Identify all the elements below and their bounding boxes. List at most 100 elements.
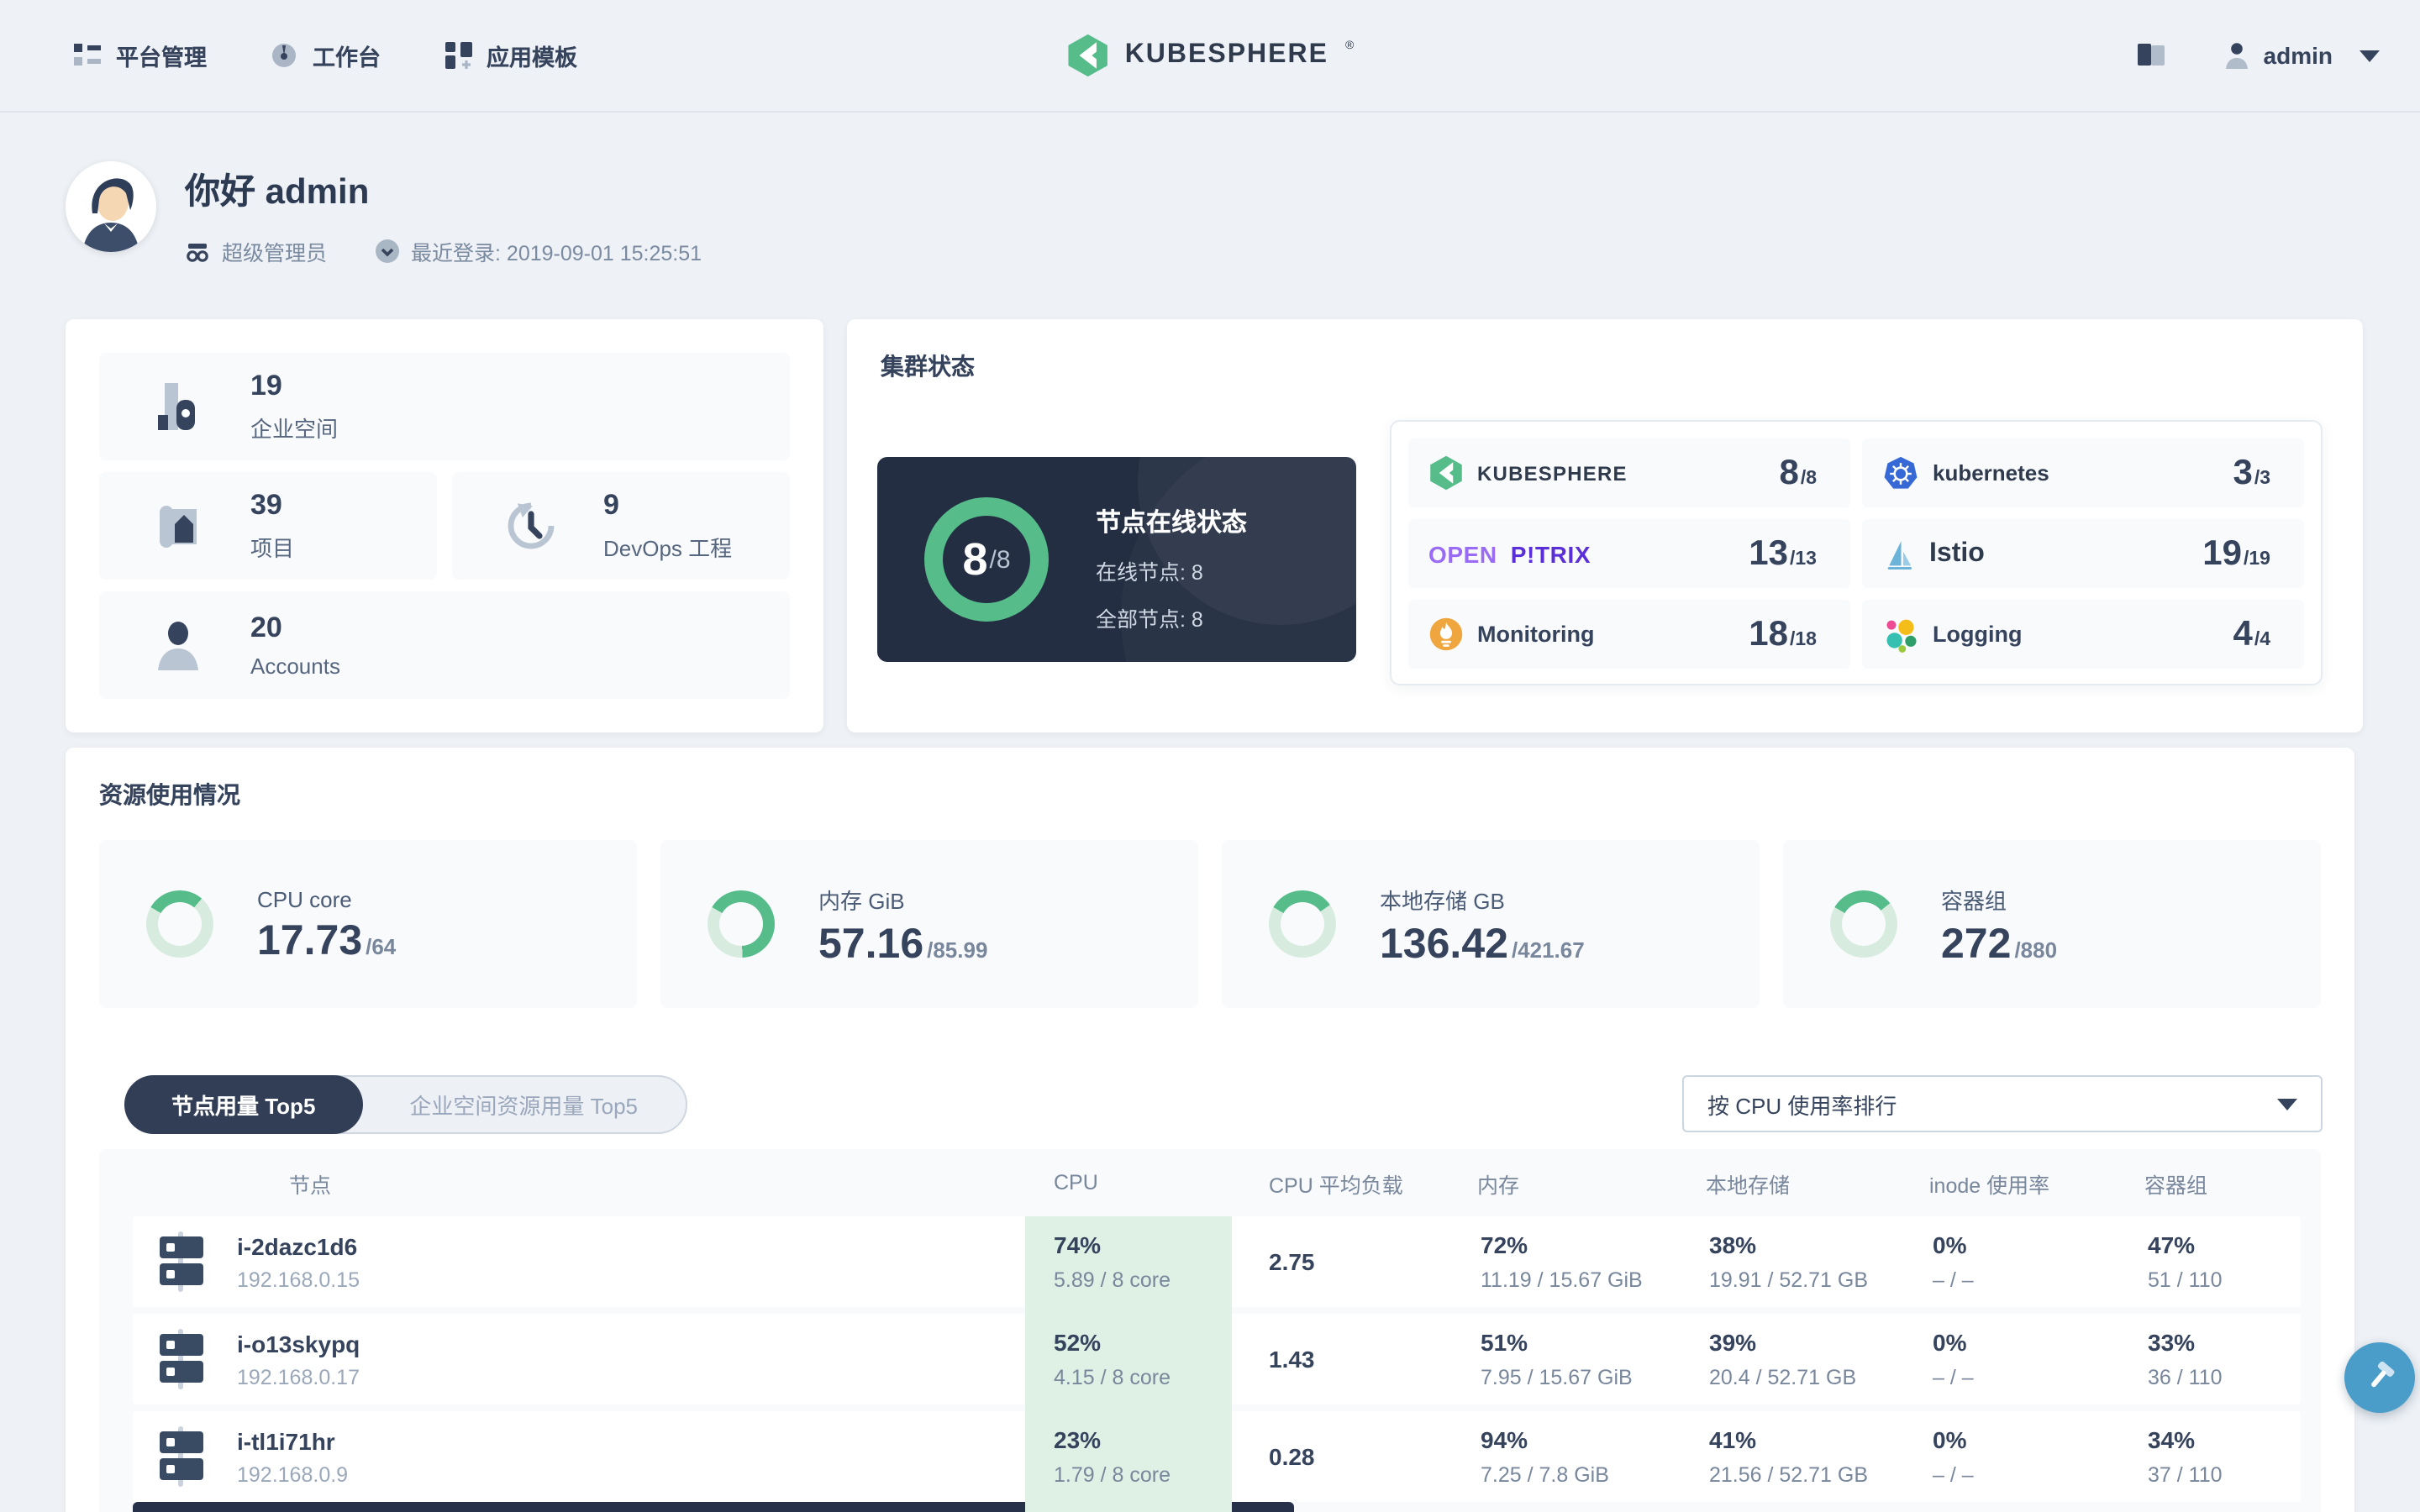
component-value: 3 bbox=[2233, 453, 2253, 491]
resource-used: 57.16 bbox=[818, 920, 924, 967]
stat-projects[interactable]: 39 项目 bbox=[99, 472, 437, 580]
toolbox-fab-button[interactable] bbox=[2344, 1342, 2415, 1413]
component-total: /4 bbox=[2254, 629, 2270, 649]
resource-memory[interactable]: 内存 GiB 57.16/85.99 bbox=[660, 840, 1198, 1008]
component-total: /3 bbox=[2254, 468, 2270, 488]
component-monitoring[interactable]: Monitoring 18/18 bbox=[1408, 600, 1850, 669]
disk-detail: 21.56 / 52.71 GB bbox=[1709, 1463, 1869, 1487]
disk-percent: 41% bbox=[1709, 1426, 1757, 1453]
nav-label: 平台管理 bbox=[116, 45, 207, 71]
accounts-icon bbox=[150, 617, 207, 674]
component-kubesphere[interactable]: KUBESPHERE 8/8 bbox=[1408, 438, 1850, 507]
col-disk: 本地存储 bbox=[1706, 1173, 1791, 1197]
component-value: 4 bbox=[2233, 614, 2253, 653]
nav-app-templates[interactable]: 应用模板 bbox=[445, 39, 577, 72]
cpu-detail: 4.15 / 8 core bbox=[1054, 1366, 1171, 1389]
node-ip: 192.168.0.17 bbox=[237, 1365, 360, 1389]
memory-detail: 7.95 / 15.67 GiB bbox=[1481, 1366, 1633, 1389]
registered-mark: ® bbox=[1344, 39, 1355, 51]
inode-percent: 0% bbox=[1933, 1231, 1967, 1258]
resource-usage-card: 资源使用情况 CPU core 17.73/64 内存 GiB 57.16/85… bbox=[66, 748, 2354, 1512]
resource-cpu[interactable]: CPU core 17.73/64 bbox=[99, 840, 637, 1008]
node-ip: 192.168.0.15 bbox=[237, 1268, 360, 1291]
memory-percent: 51% bbox=[1481, 1329, 1528, 1356]
component-kubernetes[interactable]: kubernetes 3/3 bbox=[1862, 438, 2304, 507]
disk-percent: 38% bbox=[1709, 1231, 1757, 1258]
node-name[interactable]: i-2dazc1d6 bbox=[237, 1232, 358, 1259]
resource-pods[interactable]: 容器组 272/880 bbox=[1783, 840, 2321, 1008]
cpu-percent: 74% bbox=[1054, 1231, 1102, 1258]
server-icon bbox=[156, 1329, 207, 1389]
col-node: 节点 bbox=[289, 1173, 332, 1197]
tab-workspace-usage-top5[interactable]: 企业空间资源用量 Top5 bbox=[409, 1094, 639, 1119]
resource-used: 17.73 bbox=[257, 916, 363, 963]
node-online-donut: 8 /8 bbox=[924, 497, 1049, 622]
resource-total: /64 bbox=[366, 933, 397, 958]
component-istio[interactable]: Istio 19/19 bbox=[1862, 519, 2304, 588]
pods-usage-ring bbox=[1830, 890, 1897, 958]
logging-elastic-icon bbox=[1882, 616, 1919, 653]
node-ip: 192.168.0.9 bbox=[237, 1462, 349, 1486]
col-inode: inode 使用率 bbox=[1929, 1173, 2050, 1197]
monitoring-prometheus-icon bbox=[1428, 617, 1464, 652]
components-panel: KUBESPHERE 8/8 kubernetes 3/3 OPEN P!TRIX… bbox=[1390, 420, 2323, 685]
chevron-down-icon bbox=[2277, 1098, 2297, 1110]
node-name[interactable]: i-tl1i71hr bbox=[237, 1427, 335, 1454]
cpu-usage-ring bbox=[146, 890, 213, 958]
resource-total: /421.67 bbox=[1511, 937, 1585, 962]
openpitrix-wordmark-bold: P!TRIX bbox=[1510, 540, 1591, 567]
resource-used: 272 bbox=[1941, 920, 2012, 967]
chevron-down-icon bbox=[2360, 50, 2380, 61]
user-menu[interactable]: admin bbox=[2223, 41, 2380, 70]
pods-percent: 33% bbox=[2148, 1329, 2196, 1356]
component-total: /19 bbox=[2244, 549, 2270, 569]
pods-percent: 34% bbox=[2148, 1426, 2196, 1453]
tab-node-usage-top5[interactable]: 节点用量 Top5 bbox=[124, 1075, 363, 1134]
disk-detail: 19.91 / 52.71 GB bbox=[1709, 1268, 1869, 1292]
stat-label: 项目 bbox=[250, 535, 295, 560]
memory-detail: 7.25 / 7.8 GiB bbox=[1481, 1463, 1609, 1487]
workspace-icon bbox=[150, 378, 207, 435]
inode-detail: – / – bbox=[1933, 1366, 1974, 1389]
component-openpitrix[interactable]: OPEN P!TRIX 13/13 bbox=[1408, 519, 1850, 588]
docs-book-icon[interactable] bbox=[2136, 42, 2166, 69]
role-label: 超级管理员 bbox=[222, 242, 328, 265]
inode-percent: 0% bbox=[1933, 1329, 1967, 1356]
pods-detail: 36 / 110 bbox=[2148, 1366, 2223, 1389]
cpu-column-highlight bbox=[1025, 1216, 1232, 1512]
inode-detail: – / – bbox=[1933, 1463, 1974, 1487]
col-memory: 内存 bbox=[1477, 1173, 1520, 1197]
col-load: CPU 平均负载 bbox=[1269, 1173, 1403, 1197]
node-name[interactable]: i-o13skypq bbox=[237, 1330, 360, 1357]
stat-label: Accounts bbox=[250, 653, 340, 678]
component-value: 13 bbox=[1749, 533, 1788, 572]
user-icon bbox=[2223, 41, 2250, 70]
cpu-percent: 23% bbox=[1054, 1426, 1102, 1453]
cluster-section-title: 集群状态 bbox=[881, 353, 975, 380]
component-logging[interactable]: Logging 4/4 bbox=[1862, 600, 2304, 669]
sort-dropdown-value: 按 CPU 使用率排行 bbox=[1707, 1093, 1897, 1118]
brand-wordmark: KUBESPHERE bbox=[1124, 40, 1328, 69]
node-status-texts: 节点在线状态 在线节点: 8 全部节点: 8 bbox=[1096, 504, 1247, 633]
resource-storage[interactable]: 本地存储 GB 136.42/421.67 bbox=[1222, 840, 1760, 1008]
sort-dropdown[interactable]: 按 CPU 使用率排行 bbox=[1682, 1075, 2323, 1132]
stat-workspaces[interactable]: 19 企业空间 bbox=[99, 353, 790, 460]
table-row[interactable]: i-o13skypq 192.168.0.17 52% 4.15 / 8 core… bbox=[133, 1314, 2301, 1404]
stat-accounts[interactable]: 20 Accounts bbox=[99, 591, 790, 699]
node-online-status-card: 8 /8 节点在线状态 在线节点: 8 全部节点: 8 bbox=[877, 457, 1356, 662]
kubesphere-component-icon bbox=[1428, 455, 1464, 491]
openpitrix-wordmark-light: OPEN bbox=[1428, 540, 1497, 567]
component-name: Istio bbox=[1929, 538, 1985, 567]
server-icon bbox=[156, 1231, 207, 1292]
cpu-percent: 52% bbox=[1054, 1329, 1102, 1356]
nav-platform-management[interactable]: 平台管理 bbox=[74, 39, 207, 72]
stats-card: 19 企业空间 39 项目 9 DevOps 工程 bbox=[66, 319, 823, 732]
cluster-status-card: 集群状态 8 /8 节点在线状态 在线节点: 8 全部节点: 8 KUBESPH… bbox=[847, 319, 2363, 732]
stat-devops[interactable]: 9 DevOps 工程 bbox=[452, 472, 790, 580]
last-login-label: 最近登录: 2019-09-01 15:25:51 bbox=[411, 242, 702, 265]
nav-console[interactable]: 工作台 bbox=[271, 39, 381, 72]
avatar[interactable] bbox=[66, 161, 156, 252]
component-value: 19 bbox=[2202, 533, 2242, 572]
resource-label: 容器组 bbox=[1941, 888, 2007, 913]
